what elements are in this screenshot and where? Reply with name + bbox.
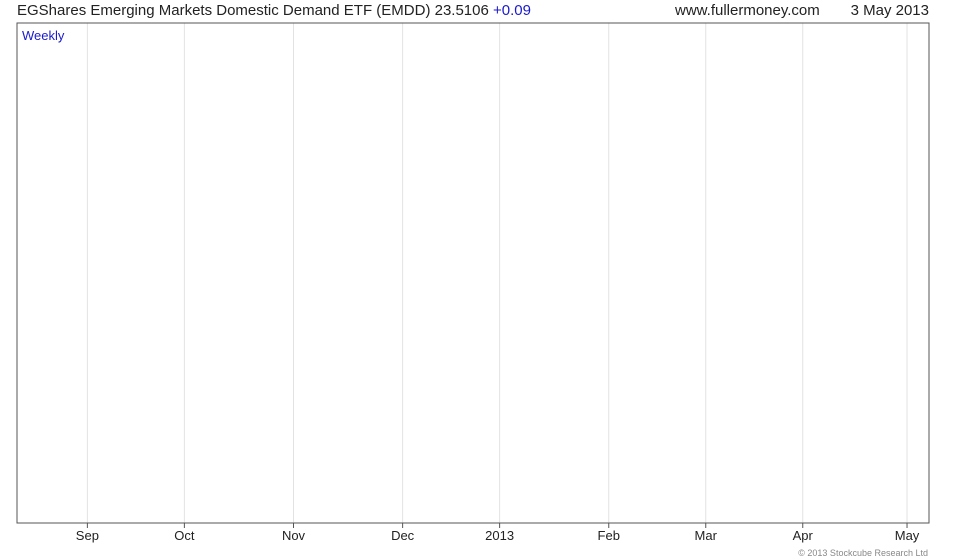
copyright-notice: © 2013 Stockcube Research Ltd — [798, 548, 928, 558]
chart-date: 3 May 2013 — [850, 2, 929, 19]
x-tick-label: Mar — [695, 528, 718, 543]
chart-title-line: EGShares Emerging Markets Domestic Deman… — [17, 0, 531, 22]
x-tick-label: Feb — [598, 528, 620, 543]
site-link[interactable]: www.fullermoney.com — [675, 2, 820, 19]
x-tick-label: Sep — [76, 528, 99, 543]
plot-frame — [16, 22, 930, 524]
price-change: +0.09 — [493, 2, 531, 19]
x-axis: Sep Oct Nov Dec 2013 Feb Mar Apr May — [76, 523, 920, 543]
x-tick-label: May — [895, 528, 920, 543]
x-tick-label: 2013 — [485, 528, 514, 543]
x-tick-label: Dec — [391, 528, 415, 543]
period-label: Weekly — [22, 28, 65, 43]
chart-header: EGShares Emerging Markets Domestic Deman… — [17, 0, 929, 22]
grid — [86, 23, 908, 523]
x-tick-label: Apr — [793, 528, 814, 543]
x-tick-label: Nov — [282, 528, 306, 543]
x-tick-label: Oct — [174, 528, 195, 543]
chart-title: EGShares Emerging Markets Domestic Deman… — [17, 2, 489, 19]
